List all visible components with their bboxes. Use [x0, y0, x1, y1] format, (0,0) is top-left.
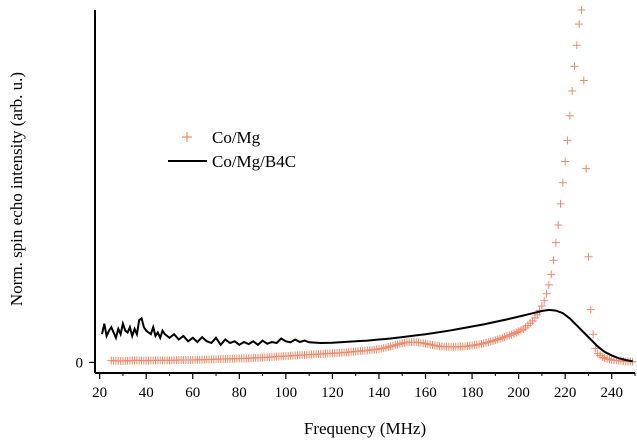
co-mg-point	[554, 220, 563, 229]
co-mg-point	[547, 270, 556, 279]
x-tick-label: 140	[368, 385, 391, 401]
x-tick-label: 180	[461, 385, 484, 401]
x-tick-label: 200	[507, 385, 530, 401]
co-mg-point	[586, 305, 595, 314]
x-axis-label: Frequency (MHz)	[304, 419, 426, 438]
x-tick-label: 240	[600, 385, 623, 401]
co-mg-point	[579, 76, 588, 85]
co-mg-point	[591, 344, 600, 353]
co-mg-point	[542, 289, 551, 298]
series-co-mg-b4c-line	[101, 308, 633, 363]
y-tick-label: 0	[76, 355, 84, 371]
legend-marker-co-mg	[182, 132, 192, 142]
x-tick-label: 120	[321, 385, 344, 401]
x-tick-label: 40	[139, 385, 154, 401]
co-mg-point	[549, 256, 558, 265]
co-mg-point	[575, 20, 584, 29]
axis-ticks: 20 40 60 80 100 120 140 160 180 200 220 240 0	[76, 355, 636, 401]
co-mg-point	[572, 41, 581, 50]
x-tick-label: 20	[92, 385, 107, 401]
co-mg-point	[540, 296, 549, 305]
co-mg-point	[537, 302, 546, 311]
co-mg-point	[551, 238, 560, 247]
co-mg-point	[563, 136, 572, 145]
x-tick-label: 60	[185, 385, 200, 401]
legend-label-co-mg-b4c: Co/Mg/B4C	[212, 152, 296, 171]
co-mg-point	[584, 252, 593, 261]
plot-area	[94, 6, 637, 374]
co-mg-point	[556, 199, 565, 208]
co-mg-point	[544, 280, 553, 289]
x-tick-label: 220	[554, 385, 577, 401]
legend: Co/Mg Co/Mg/B4C	[168, 128, 296, 171]
co-mg-point	[577, 6, 586, 14]
co-mg-point	[565, 111, 574, 120]
legend-label-co-mg: Co/Mg	[212, 128, 261, 147]
co-mg-point	[570, 62, 579, 71]
x-tick-label: 100	[275, 385, 298, 401]
series-co-mg	[107, 6, 637, 366]
x-tick-label: 160	[414, 385, 437, 401]
co-mg-point	[558, 178, 567, 187]
co-mg-point	[582, 164, 591, 173]
co-mg-point	[561, 157, 570, 166]
co-mg-point	[589, 330, 598, 339]
co-mg-point	[568, 87, 577, 96]
y-axis-label: Norm. spin echo intensity (arb. u.)	[7, 72, 26, 306]
x-tick-label: 80	[232, 385, 247, 401]
